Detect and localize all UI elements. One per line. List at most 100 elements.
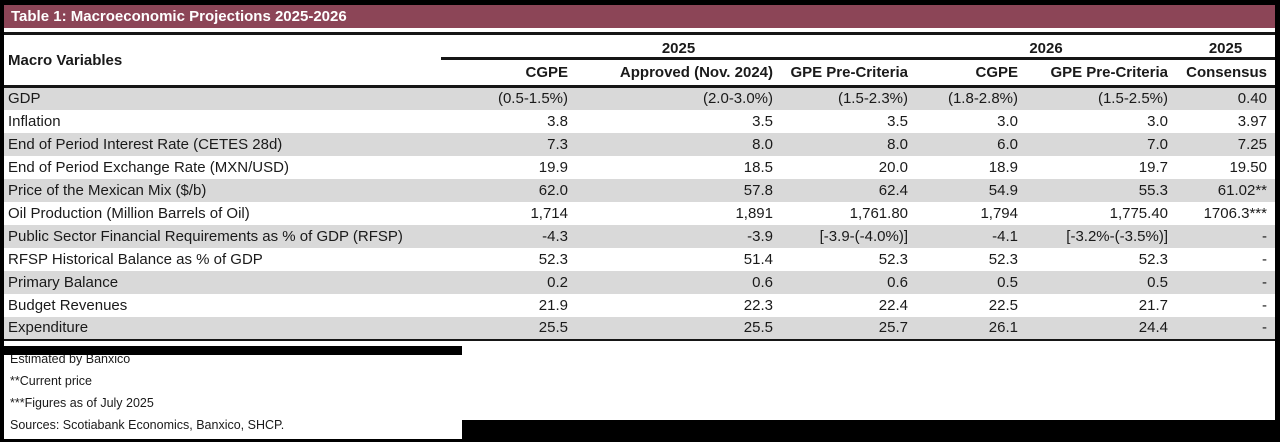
- cell-value: 3.0: [1147, 112, 1168, 130]
- cell-value: 1706.3***: [1203, 204, 1267, 222]
- row-label: Public Sector Financial Requirements as …: [8, 227, 403, 245]
- macro-projections-table: Macro Variables 2025 2026 2025 CGPE Appro…: [4, 32, 1275, 341]
- table-header: Macro Variables 2025 2026 2025 CGPE Appro…: [4, 33, 1275, 88]
- black-rect-bottom-right: [462, 420, 1280, 442]
- cell-value: 0.40: [1237, 90, 1267, 108]
- cell-value: (1.5-2.5%): [1097, 90, 1168, 108]
- cell-value: [-3.9-(-4.0%)]: [819, 227, 908, 245]
- cell-value: 52.3: [1138, 250, 1168, 268]
- cell-value: 1,761.80: [849, 204, 908, 222]
- cell-value: 51.4: [743, 250, 773, 268]
- cell-value: (2.0-3.0%): [702, 90, 773, 108]
- cell-value: 0.2: [547, 273, 568, 291]
- cell-value: 3.5: [887, 112, 908, 130]
- footnotes: Estimated by Banxico **Current price ***Fi…: [4, 352, 1275, 432]
- cell-value: 18.5: [743, 158, 773, 176]
- cell-value: 24.4: [1138, 319, 1168, 336]
- footnote-line: ***Figures as of July 2025: [10, 395, 154, 410]
- table-row: Public Sector Financial Requirements as …: [4, 224, 1275, 248]
- footnote-line: **Current price: [10, 373, 92, 388]
- row-label: GDP: [8, 90, 41, 108]
- cell-value: 0.5: [997, 273, 1018, 291]
- cell-value: 55.3: [1138, 181, 1168, 199]
- row-label: Inflation: [8, 112, 61, 130]
- cell-value: (1.8-2.8%): [947, 90, 1018, 108]
- table-row: RFSP Historical Balance as % of GDP 52.3 5…: [4, 248, 1275, 271]
- column-header: GPE Pre-Criteria: [1026, 58, 1176, 88]
- table-row: Inflation 3.8 3.5 3.5 3.0 3.0 3.97: [4, 110, 1275, 133]
- table-row: End of Period Exchange Rate (MXN/USD) 19.…: [4, 156, 1275, 179]
- table-row: Price of the Mexican Mix ($/b) 62.0 57.8 62…: [4, 178, 1275, 202]
- cell-value: 21.9: [538, 296, 568, 314]
- cell-value: -: [1262, 250, 1267, 268]
- table-row: End of Period Interest Rate (CETES 28d) 7…: [4, 132, 1275, 156]
- cell-value: 52.3: [538, 250, 568, 268]
- row-label: Oil Production (Million Barrels of Oil): [8, 204, 250, 222]
- table-row: GDP (0.5-1.5%) (2.0-3.0%) (1.5-2.3%) (1.8-2.…: [4, 86, 1275, 110]
- cell-value: (1.5-2.3%): [837, 90, 908, 108]
- cell-value: 25.5: [743, 319, 773, 336]
- column-header-row: CGPE Approved (Nov. 2024) GPE Pre-Criteria…: [4, 58, 1275, 88]
- cell-value: 25.5: [538, 319, 568, 336]
- cell-value: 8.0: [752, 135, 773, 153]
- cell-value: 21.7: [1138, 296, 1168, 314]
- cell-value: 54.9: [988, 181, 1018, 199]
- black-bar-left: [0, 346, 462, 355]
- column-header: CGPE: [916, 58, 1026, 88]
- cell-value: 1,891: [735, 204, 773, 222]
- cell-value: 52.3: [878, 250, 908, 268]
- cell-value: 3.97: [1237, 112, 1267, 130]
- cell-value: 52.3: [988, 250, 1018, 268]
- footnote-line: Estimated by Banxico: [10, 351, 131, 366]
- row-label: Price of the Mexican Mix ($/b): [8, 181, 207, 199]
- table-body: GDP (0.5-1.5%) (2.0-3.0%) (1.5-2.3%) (1.8-2.…: [4, 86, 1275, 340]
- cell-value: 61.02**: [1217, 181, 1267, 199]
- cell-value: -: [1262, 296, 1267, 314]
- cell-value: -: [1262, 273, 1267, 291]
- group-header-2025: 2025: [441, 33, 916, 60]
- cell-value: 0.6: [752, 273, 773, 291]
- cell-value: -: [1262, 227, 1267, 245]
- cell-value: 22.3: [743, 296, 773, 314]
- table-row: Oil Production (Million Barrels of Oil) 1…: [4, 202, 1275, 225]
- column-header: GPE Pre-Criteria: [781, 58, 916, 88]
- cell-value: 18.9: [988, 158, 1018, 176]
- column-header: CGPE: [441, 58, 576, 88]
- cell-value: 62.0: [538, 181, 568, 199]
- cell-value: 22.5: [988, 296, 1018, 314]
- cell-value: [-3.2%-(-3.5%)]: [1066, 227, 1168, 245]
- cell-value: 20.0: [878, 158, 908, 176]
- table-row: Budget Revenues 21.9 22.3 22.4 22.5 21.7 -: [4, 294, 1275, 317]
- group-header-row: Macro Variables 2025 2026 2025: [4, 33, 1275, 88]
- cell-value: 7.25: [1237, 135, 1267, 153]
- table-title-bar: Table 1: Macroeconomic Projections 2025-…: [4, 5, 1275, 28]
- row-label: Expenditure: [8, 319, 89, 336]
- cell-value: 25.7: [878, 319, 908, 336]
- cell-value: 19.50: [1229, 158, 1267, 176]
- cell-value: -4.1: [992, 227, 1018, 245]
- table-row: Primary Balance 0.2 0.6 0.6 0.5 0.5 -: [4, 270, 1275, 294]
- cell-value: 3.8: [547, 112, 568, 130]
- corner-header-macro-variables: Macro Variables: [4, 33, 441, 88]
- row-label: End of Period Exchange Rate (MXN/USD): [8, 158, 289, 176]
- column-header: Consensus: [1176, 58, 1275, 88]
- row-label: End of Period Interest Rate (CETES 28d): [8, 135, 283, 153]
- cell-value: (0.5-1.5%): [497, 90, 568, 108]
- cell-value: 6.0: [997, 135, 1018, 153]
- table-content-area: Table 1: Macroeconomic Projections 2025-…: [4, 5, 1275, 439]
- cell-value: 1,714: [530, 204, 568, 222]
- cell-value: 3.5: [752, 112, 773, 130]
- group-header-2025-consensus: 2025: [1176, 33, 1275, 60]
- cell-value: 19.9: [538, 158, 568, 176]
- cell-value: 1,794: [980, 204, 1018, 222]
- cell-value: 62.4: [878, 181, 908, 199]
- table-title: Table 1: Macroeconomic Projections 2025-…: [11, 8, 347, 25]
- cell-value: 22.4: [878, 296, 908, 314]
- cell-value: -4.3: [542, 227, 568, 245]
- cell-value: 3.0: [997, 112, 1018, 130]
- column-header: Approved (Nov. 2024): [576, 58, 781, 88]
- cell-value: 7.3: [547, 135, 568, 153]
- row-label: Budget Revenues: [8, 296, 128, 314]
- cell-value: 26.1: [988, 319, 1018, 336]
